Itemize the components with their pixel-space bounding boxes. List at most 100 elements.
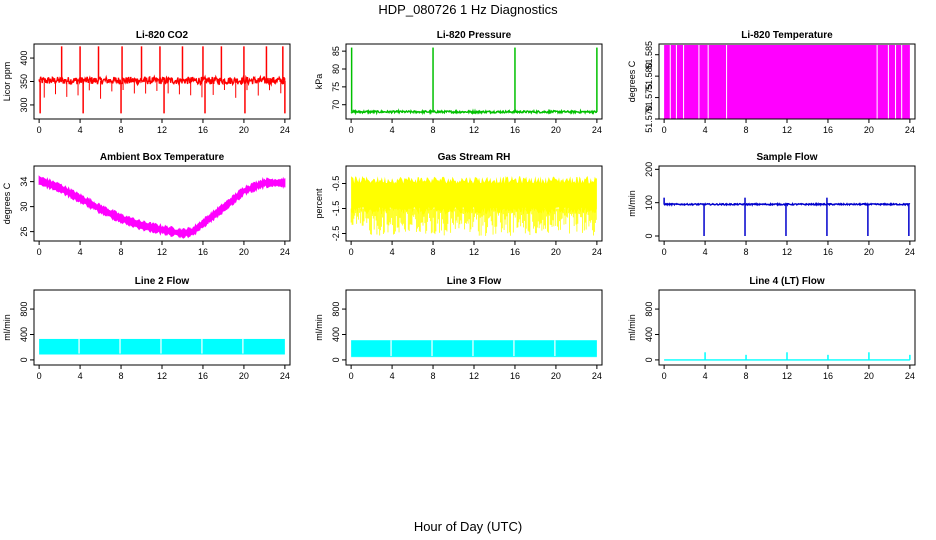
data-series: [663, 197, 911, 236]
y-axis: 26 30 34: [19, 177, 34, 237]
y-tick-label: -0.5: [331, 176, 341, 192]
x-tick-label: 12: [469, 125, 479, 135]
x-tick-label: 4: [703, 247, 708, 257]
y-tick-label: 75: [331, 82, 341, 92]
y-axis: 0 400 800: [644, 302, 659, 362]
x-tick-label: 12: [782, 247, 792, 257]
x-axis: 0 4 8 12 16 20 24: [37, 365, 290, 381]
y-axis-label: percent: [314, 188, 324, 219]
data-series: [664, 45, 910, 119]
y-tick-label: 0: [644, 357, 654, 362]
y-tick-label: 400: [19, 51, 29, 66]
panel-title: Gas Stream RH: [438, 152, 511, 163]
y-tick-label: 800: [331, 302, 341, 317]
x-tick-label: 4: [78, 247, 83, 257]
y-tick-label: 350: [19, 74, 29, 89]
x-tick-label: 12: [157, 247, 167, 257]
temperature-band: [38, 175, 286, 239]
x-axis-title: Hour of Day (UTC): [414, 519, 522, 534]
y-tick-label: 300: [19, 97, 29, 112]
x-tick-label: 4: [703, 371, 708, 381]
x-axis: 0 4 8 12 16 20 24: [37, 241, 290, 257]
y-axis-label: ml/min: [314, 314, 324, 341]
x-tick-label: 24: [592, 371, 602, 381]
x-tick-label: 0: [37, 125, 42, 135]
x-tick-label: 20: [864, 371, 874, 381]
x-tick-label: 16: [823, 247, 833, 257]
y-axis: 0 400 800: [19, 302, 34, 362]
x-tick-label: 24: [592, 125, 602, 135]
panel-title: Line 4 (LT) Flow: [749, 276, 825, 287]
y-axis: 0 400 800: [331, 302, 346, 362]
x-tick-label: 0: [662, 247, 667, 257]
y-tick-label: 34: [19, 177, 29, 187]
panel-4: Ambient Box Temperature degrees C 0 4 8 12 16 2…: [2, 152, 291, 257]
x-tick-label: 0: [662, 125, 667, 135]
y-tick-label: 400: [331, 327, 341, 342]
y-axis: 0 100 200: [644, 162, 659, 239]
data-series: [38, 175, 286, 239]
panel-title: Ambient Box Temperature: [100, 152, 225, 163]
x-tick-label: 8: [431, 125, 436, 135]
y-tick-label: 0: [19, 357, 29, 362]
y-axis-label: ml/min: [2, 314, 12, 341]
x-tick-label: 16: [510, 247, 520, 257]
panel-title: Li-820 Pressure: [437, 30, 512, 41]
y-axis-label: Licor ppm: [2, 62, 12, 102]
panel-title: Li-820 CO2: [136, 30, 189, 41]
x-tick-label: 12: [469, 371, 479, 381]
y-axis-label: ml/min: [627, 314, 637, 341]
y-axis-label: kPa: [314, 74, 324, 90]
panel-9: Line 4 (LT) Flow ml/min 0 4 8 12 16 20 24 0 400 800: [627, 276, 916, 381]
x-axis: 0 4 8 12 16 20 24: [662, 119, 915, 135]
x-tick-label: 24: [280, 125, 290, 135]
y-tick-label: 0: [644, 233, 654, 238]
x-tick-label: 12: [469, 247, 479, 257]
y-tick-label: 30: [19, 202, 29, 212]
x-tick-label: 20: [864, 125, 874, 135]
y-tick-label: 85: [331, 46, 341, 56]
panel-8: Line 3 Flow ml/min 0 4 8 12 16 20 24 0 400 800: [314, 276, 603, 381]
x-tick-label: 20: [239, 125, 249, 135]
x-tick-label: 4: [390, 247, 395, 257]
data-series: [38, 46, 286, 114]
rh-band: [351, 176, 597, 215]
data-series: [350, 176, 597, 236]
y-tick-label: -1.5: [331, 201, 341, 217]
x-tick-label: 0: [37, 247, 42, 257]
x-tick-label: 20: [239, 247, 249, 257]
y-tick-label: 80: [331, 64, 341, 74]
series-line: [663, 201, 911, 207]
panel-title: Li-820 Temperature: [741, 30, 833, 41]
x-tick-label: 0: [349, 247, 354, 257]
panel-3: Li-820 Temperature degrees C 0 4 8 12 16 20 24 51…: [627, 30, 916, 135]
y-axis-label: degrees C: [627, 60, 637, 102]
x-tick-label: 16: [198, 125, 208, 135]
x-tick-label: 20: [551, 247, 561, 257]
x-tick-label: 0: [662, 371, 667, 381]
x-tick-label: 24: [280, 247, 290, 257]
y-tick-label: 51.570: [644, 105, 654, 133]
x-tick-label: 20: [551, 125, 561, 135]
data-series: [664, 352, 911, 361]
x-tick-label: 4: [78, 371, 83, 381]
x-tick-label: 16: [823, 371, 833, 381]
x-tick-label: 16: [823, 125, 833, 135]
x-tick-label: 4: [390, 371, 395, 381]
x-tick-label: 8: [744, 371, 749, 381]
y-tick-label: 0: [331, 357, 341, 362]
x-tick-label: 12: [157, 371, 167, 381]
x-tick-label: 8: [744, 125, 749, 135]
temperature-band: [664, 45, 910, 119]
x-axis: 0 4 8 12 16 20 24: [349, 365, 602, 381]
figure-title: HDP_080726 1 Hz Diagnostics: [378, 2, 558, 17]
series-line: [38, 74, 286, 87]
x-tick-label: 12: [157, 125, 167, 135]
x-tick-label: 20: [551, 371, 561, 381]
x-tick-label: 20: [239, 371, 249, 381]
y-tick-label: 100: [644, 195, 654, 210]
y-axis: 300 350 400: [19, 51, 34, 112]
